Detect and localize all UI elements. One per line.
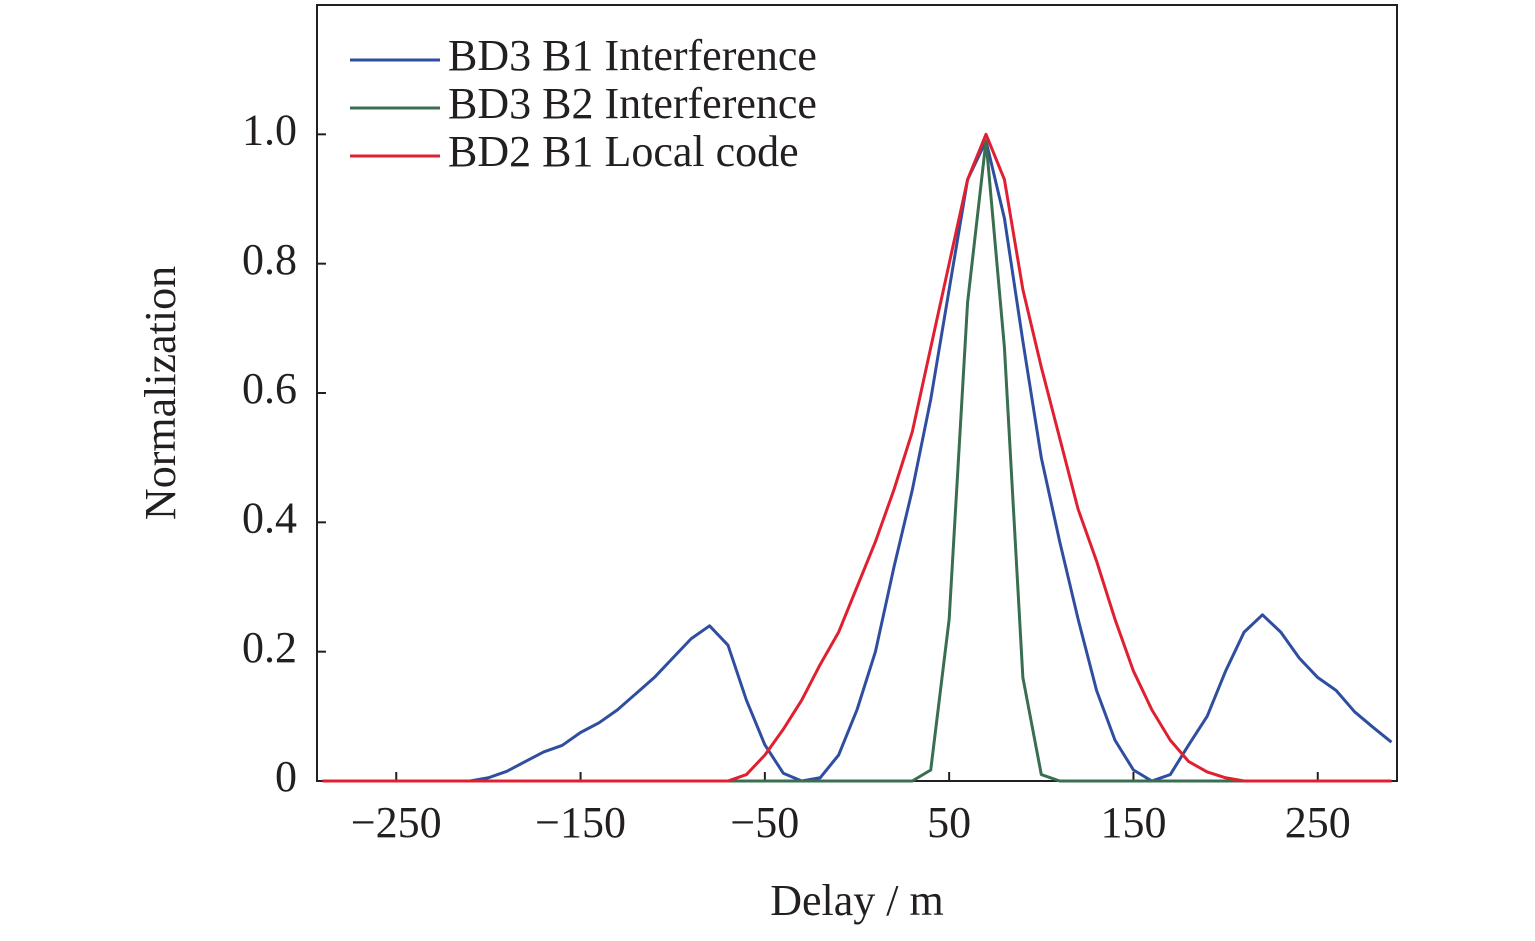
legend-label: BD3 B2 Interference (448, 79, 817, 128)
x-tick-label: −150 (535, 798, 626, 847)
y-tick-label: 0 (275, 752, 297, 801)
x-tick-label: 250 (1285, 798, 1351, 847)
series-line (322, 139, 1393, 783)
x-tick-label: −250 (351, 798, 442, 847)
series-line (322, 139, 1392, 783)
legend-label: BD2 B1 Local code (448, 127, 799, 176)
x-tick-label: 50 (927, 798, 971, 847)
y-tick-label: 0.6 (242, 364, 297, 413)
legend-label: BD3 B1 Interference (448, 31, 817, 80)
y-tick-label: 0.4 (242, 493, 297, 542)
x-tick-label: 150 (1100, 798, 1166, 847)
y-tick-label: 0.2 (242, 623, 297, 672)
series-line (322, 132, 1392, 783)
x-tick-label: −50 (730, 798, 799, 847)
y-tick-label: 1.0 (242, 105, 297, 154)
y-tick-label: 0.8 (242, 235, 297, 284)
y-axis-label: Normalization (136, 266, 185, 520)
x-axis-label: Delay / m (770, 876, 944, 925)
